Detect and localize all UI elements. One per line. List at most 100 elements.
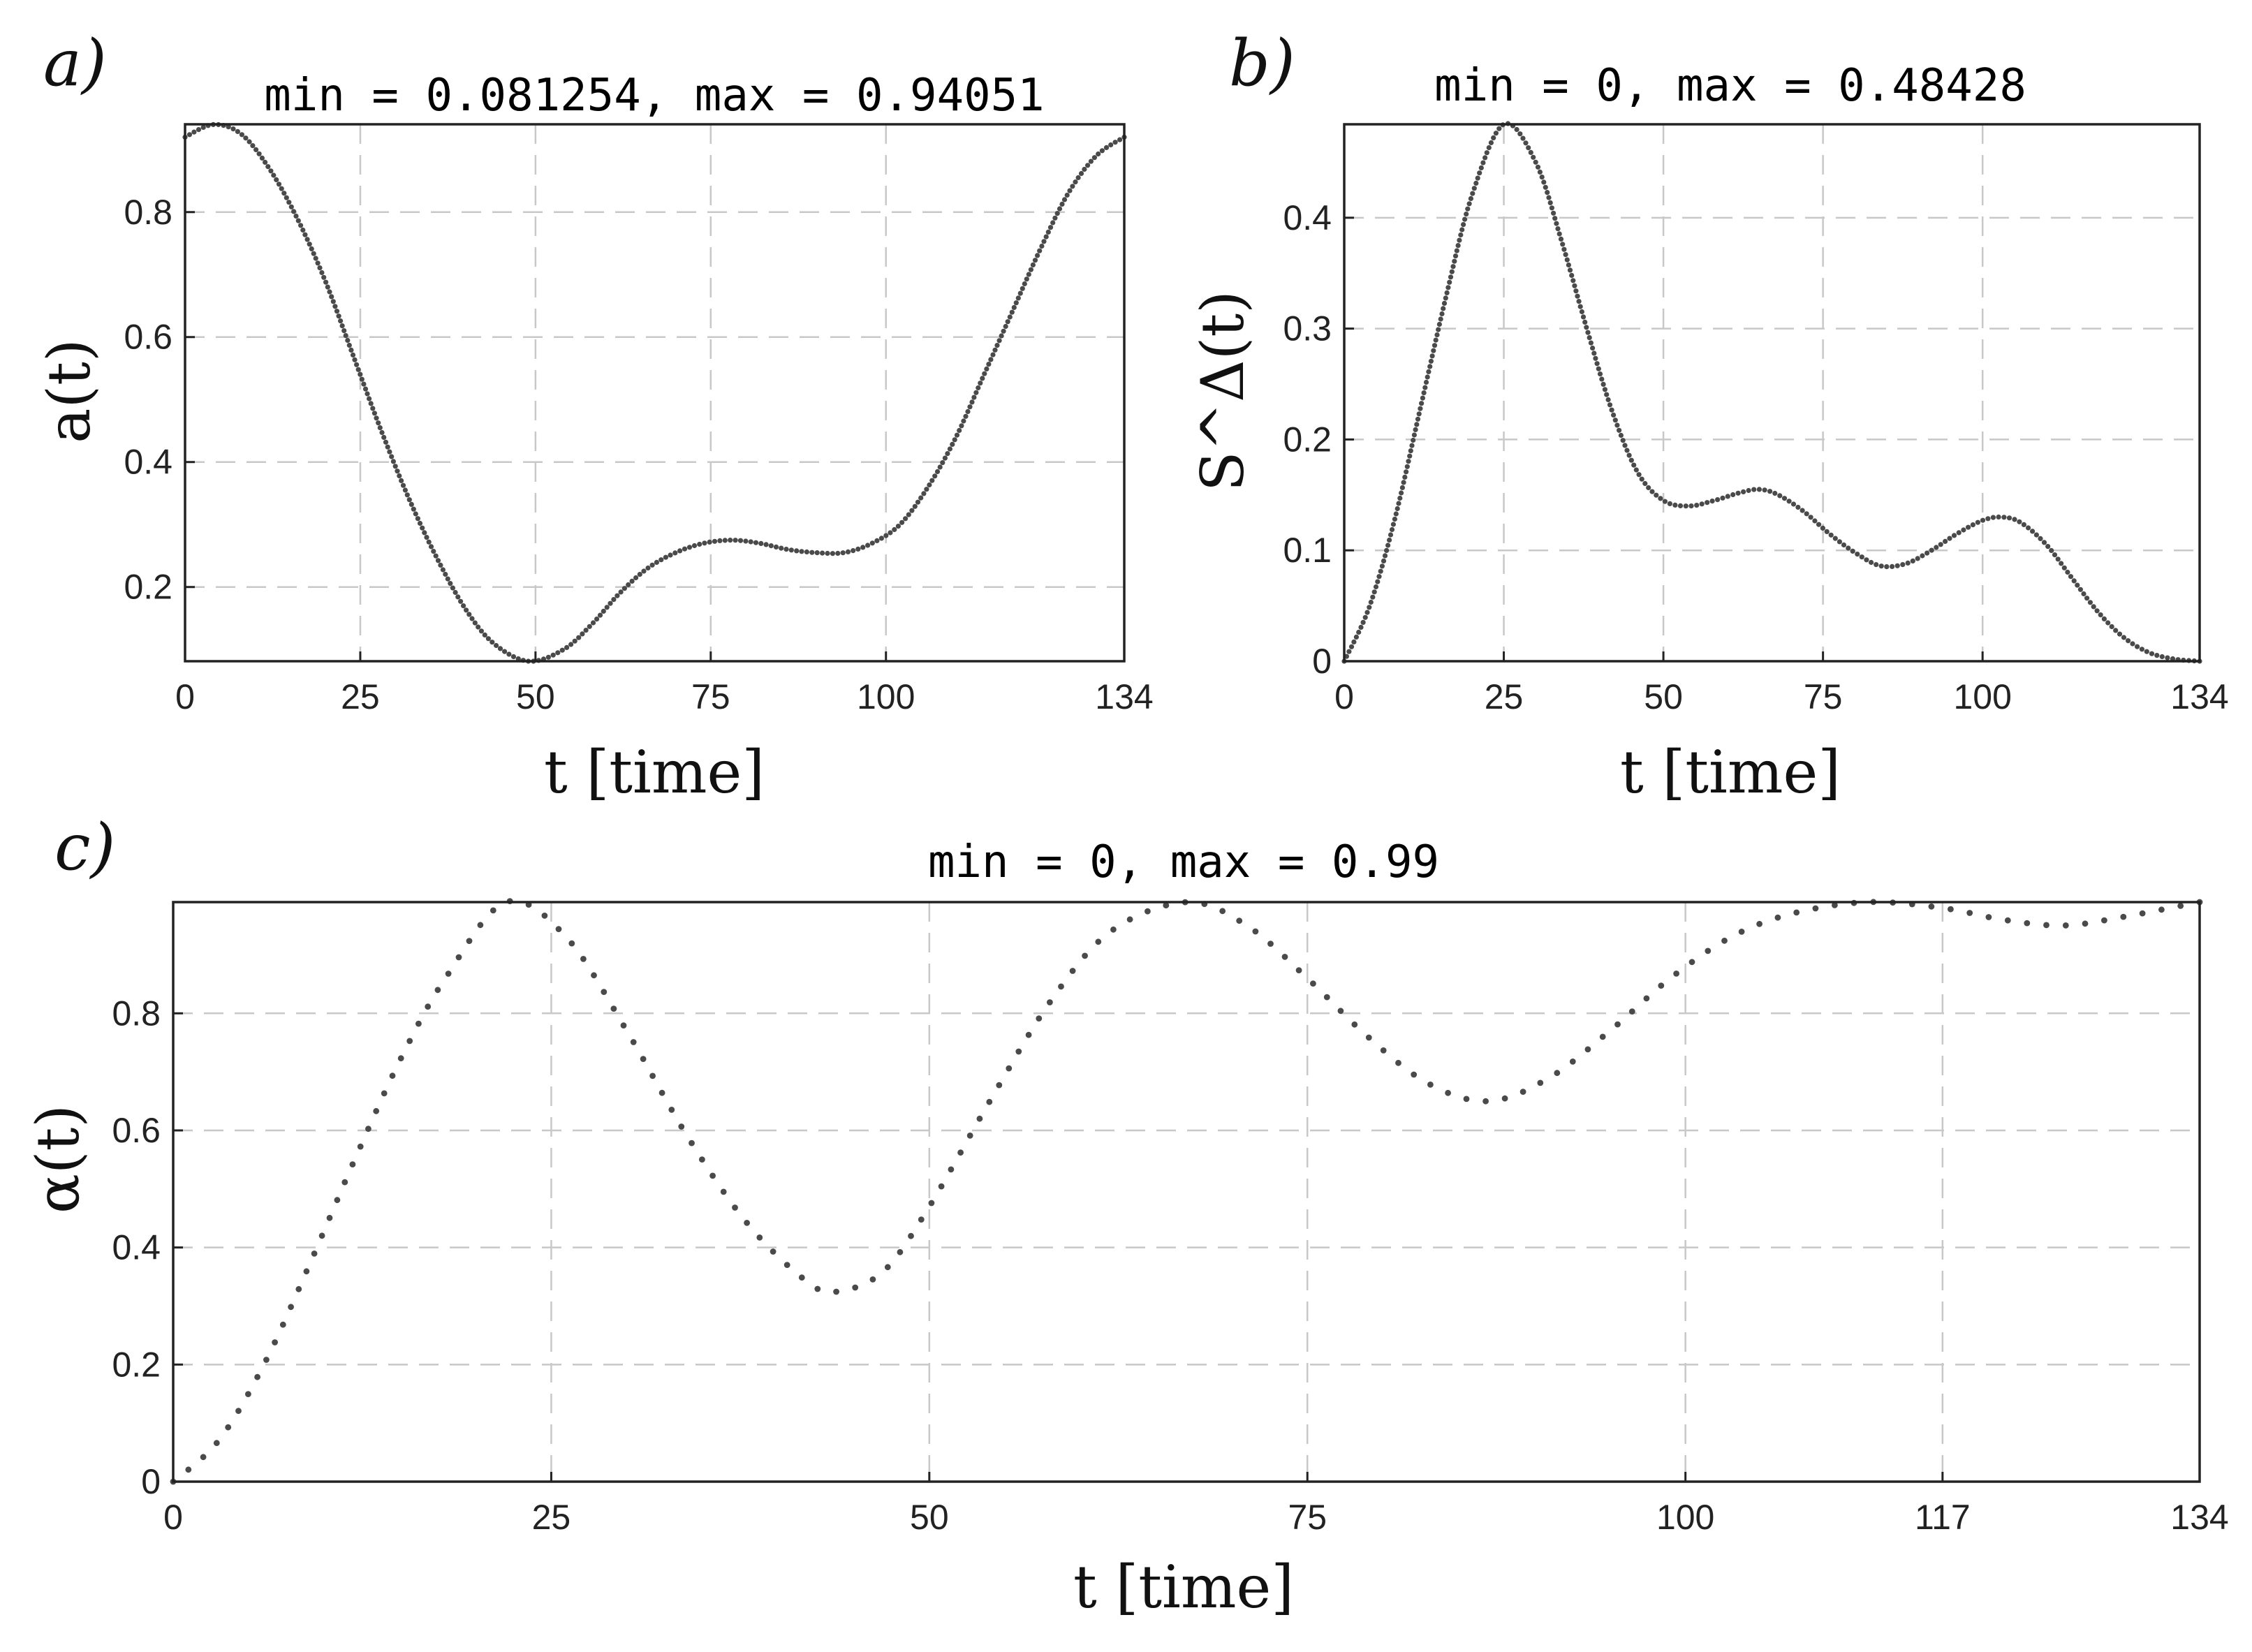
- panel-a-data-point: [748, 539, 753, 545]
- panel-a-data-point: [350, 352, 356, 357]
- panel-b-data-point: [1564, 257, 1570, 263]
- panel-b-data-point: [1464, 212, 1469, 217]
- panel-c-data-point: [318, 1232, 325, 1239]
- panel-a-data-point: [1020, 286, 1025, 291]
- panel-a-data-point: [860, 545, 866, 550]
- panel-b-data-point: [1646, 485, 1651, 491]
- panel-b-data-point: [2065, 569, 2070, 575]
- panel-a-data-point: [988, 357, 994, 362]
- panel-b-data-point: [2055, 556, 2061, 562]
- panel-a-data-point: [971, 394, 977, 400]
- panel-b-data-point: [2094, 608, 2100, 614]
- panel-a-data-point: [478, 628, 485, 634]
- panel-a-data-point: [490, 640, 495, 645]
- panel-b-data-point: [1367, 605, 1372, 610]
- panel-c-data-point: [2139, 910, 2146, 917]
- panel-b-data-point: [1558, 236, 1564, 242]
- panel-a-data-point: [947, 446, 952, 452]
- panel-b-data-point: [1362, 614, 1368, 620]
- panel-c-data-point: [986, 1098, 993, 1105]
- panel-b-data-point: [1554, 221, 1559, 226]
- panel-a-data-point: [246, 139, 252, 145]
- panel-a-data-point: [564, 644, 570, 651]
- panel-b-data-point: [1597, 371, 1603, 377]
- panel-b-data-point: [1408, 448, 1413, 454]
- panel-b-data-point: [1438, 316, 1443, 322]
- panel-c-data-point: [1738, 929, 1745, 935]
- panel-b-data-point: [1751, 487, 1757, 492]
- panel-a-data-point: [472, 620, 478, 626]
- panel-b-data-point: [1448, 274, 1454, 280]
- panel-a-data-point: [1075, 175, 1081, 181]
- panel-c-data-point: [2082, 920, 2089, 927]
- panel-c-data-point: [640, 1056, 647, 1062]
- panel-b-data-point: [1457, 237, 1462, 243]
- panel-a-data-point: [820, 550, 825, 556]
- panel-b-data-point: [1376, 574, 1382, 580]
- panel-c-data-point: [1463, 1096, 1470, 1102]
- panel-a-data-point: [438, 562, 443, 568]
- panel-a-data-point: [259, 155, 265, 161]
- panel-a-data-point: [906, 512, 911, 517]
- panel-a-data-point: [878, 536, 884, 541]
- panel-a-data-point: [1091, 155, 1097, 161]
- panel-a-data-point: [1078, 170, 1084, 177]
- panel-a-axes: [184, 123, 1126, 663]
- panel-a-data-point: [295, 218, 301, 223]
- panel-b-data-point: [1373, 584, 1379, 590]
- panel-b-data-point: [1433, 337, 1438, 343]
- panel-a-data-point: [341, 328, 347, 334]
- panel-c-data-point: [918, 1216, 925, 1223]
- panel-b-data-point: [1535, 164, 1541, 170]
- panel-b-data-point: [1454, 248, 1459, 253]
- panel-c-data-point: [279, 1321, 286, 1328]
- panel-c-data-point: [591, 972, 597, 979]
- panel-a-data-point: [265, 164, 271, 170]
- panel-c-data-point: [610, 1005, 617, 1012]
- panel-c-data-point: [326, 1214, 333, 1221]
- panel-b-data-point: [1582, 319, 1588, 325]
- panel-a-data-point: [712, 538, 718, 544]
- panel-c-data-point: [783, 1262, 790, 1268]
- panel-a-data-point: [268, 168, 274, 174]
- panel-b-data-point: [1947, 536, 1952, 541]
- panel-a-data-point: [458, 598, 464, 604]
- panel-b-data-point: [1468, 196, 1473, 201]
- panel-a-xtick-label: 134: [1095, 677, 1153, 716]
- panel-a-data-point: [1035, 253, 1040, 258]
- panel-c-data-point: [897, 1248, 904, 1255]
- panel-b-data-point: [1546, 195, 1552, 200]
- panel-b-data-point: [1996, 514, 2001, 520]
- panel-a-data-point: [411, 506, 416, 512]
- panel-b-data-point: [1432, 343, 1438, 348]
- panel-a-data-point: [1001, 328, 1006, 334]
- panel-c-data-point: [245, 1391, 251, 1397]
- panel-a-data-point: [293, 213, 299, 219]
- panel-b-data-point: [1864, 557, 1869, 563]
- panel-a-data-point: [424, 535, 429, 540]
- panel-b-data-point: [1985, 516, 1991, 522]
- panel-c-data-point: [200, 1454, 207, 1461]
- panel-c: c) min = 0, max = 0.99 t [time] α(t) 0 25…: [24, 810, 2229, 1621]
- panel-a-data-point: [915, 499, 921, 505]
- panel-a-data-point: [253, 147, 259, 152]
- panel-b-data-point: [1869, 559, 1874, 566]
- panel-b-data-point: [1478, 165, 1484, 170]
- panel-a-data-point: [392, 464, 398, 469]
- panel-b-data-point: [1387, 537, 1392, 543]
- panel-a-data-point: [1005, 319, 1010, 325]
- panel-a-data-point: [381, 434, 387, 441]
- panel-b-data-point: [1415, 416, 1421, 422]
- panel-c-data-point: [948, 1166, 955, 1173]
- panel-b-data-point: [1649, 489, 1655, 494]
- panel-c-xtick-label: 117: [1915, 1498, 1971, 1537]
- panel-b-data-point: [1444, 290, 1450, 295]
- panel-b-data-point: [2113, 628, 2119, 633]
- panel-a-data-point: [428, 544, 434, 550]
- panel-b-data-point: [1393, 511, 1399, 517]
- panel-a-data-point: [677, 548, 683, 554]
- panel-a-data-point: [641, 568, 647, 574]
- panel-a-data-point: [580, 631, 585, 637]
- panel-b-data-point: [1545, 190, 1550, 196]
- panel-c-data-point: [1252, 928, 1259, 935]
